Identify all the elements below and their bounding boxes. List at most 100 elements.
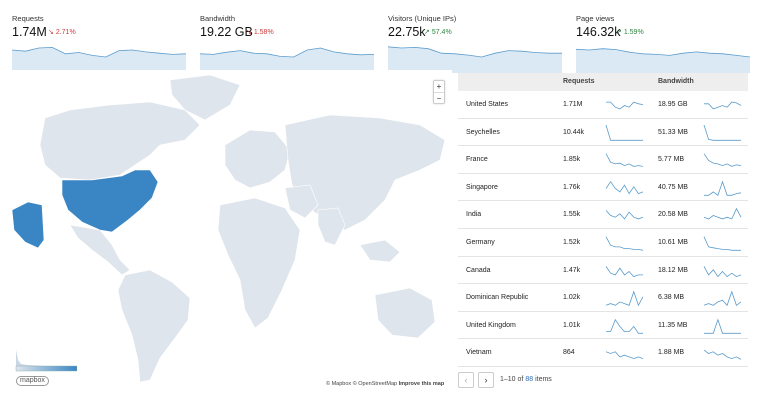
kpi-delta-value: 57.4%: [431, 29, 452, 36]
kpi-card[interactable]: Page views 146.32k ↗ 1.59%: [575, 14, 751, 73]
requests-sparkline: [605, 124, 643, 141]
kpi-sparkline-area: [12, 47, 186, 73]
cell-country: Vietnam: [466, 349, 492, 357]
bandwidth-sparkline: [703, 350, 742, 361]
country-greenland: [169, 74, 241, 121]
attribution-osm-link[interactable]: © OpenStreetMap: [352, 381, 398, 387]
bandwidth-sparkline-line: [703, 153, 742, 168]
country-united-states: [61, 169, 159, 233]
cell-bandwidth: 10.61 MB: [658, 238, 688, 246]
requests-sparkline: [605, 265, 643, 277]
table-row[interactable]: India 1.55k 20.58 MB: [458, 201, 748, 229]
table-row[interactable]: Canada 1.47k 18.12 MB: [458, 257, 748, 285]
country-australia: [374, 287, 436, 339]
country-table: Requests Bandwidth United States 1.71M 18.…: [458, 73, 748, 367]
kpi-value: 19.22 GB: [200, 25, 253, 39]
mapbox-logo[interactable]: mapbox: [16, 376, 49, 386]
requests-sparkline: [605, 180, 644, 195]
kpi-delta: ↗ 1.59%: [616, 28, 644, 36]
kpi-sparkline: [575, 48, 751, 73]
next-page-button[interactable]: ›: [478, 372, 494, 388]
table-row[interactable]: Dominican Republic 1.02k 6.38 MB: [458, 284, 748, 312]
zoom-separator: [434, 92, 444, 93]
cell-bandwidth: 18.95 GB: [658, 101, 688, 108]
header-bandwidth[interactable]: Bandwidth: [658, 78, 694, 85]
pagination-items: items: [535, 376, 552, 383]
table-header: Requests Bandwidth: [458, 73, 748, 91]
kpi-delta-value: 1.59%: [623, 29, 644, 36]
kpi-delta: ↘ 1.58%: [246, 28, 274, 36]
country-canada: [39, 101, 201, 181]
requests-sparkline-line: [605, 290, 644, 307]
kpi-value: 22.75k: [388, 25, 426, 39]
kpi-delta: ↘ 2.71%: [48, 28, 76, 36]
kpi-card[interactable]: Visitors (Unique IPs) 22.75k ↗ 57.4%: [387, 14, 562, 73]
table-row[interactable]: Seychelles 10.44k 51.33 MB: [458, 119, 748, 147]
kpi-sparkline-line: [11, 46, 187, 58]
kpi-sparkline-area: [200, 48, 374, 73]
table-row[interactable]: Germany 1.52k 10.61 MB: [458, 229, 748, 257]
bandwidth-sparkline-line: [703, 290, 742, 307]
continent-africa: [217, 197, 301, 329]
requests-sparkline: [605, 290, 644, 307]
cell-country: United Kingdom: [466, 321, 516, 329]
world-map[interactable]: + − mapbox © Mapbox © OpenStreetMap Impr…: [0, 70, 452, 392]
zoom-control: + −: [433, 80, 445, 104]
bandwidth-sparkline: [703, 265, 742, 277]
world-map-svg[interactable]: [0, 70, 452, 392]
country-mexico: [69, 224, 131, 276]
kpi-sparkline-line: [387, 46, 562, 58]
delta-arrow-icon: ↘: [48, 29, 54, 36]
requests-sparkline-line: [605, 124, 643, 141]
improve-map-link[interactable]: Improve this map: [398, 381, 445, 387]
attribution-mapbox-link[interactable]: © Mapbox: [326, 381, 352, 387]
delta-arrow-icon: ↗: [424, 29, 430, 36]
bandwidth-sparkline: [703, 124, 741, 141]
table-row[interactable]: Vietnam 864 1.88 MB: [458, 339, 748, 367]
cell-requests: 1.71M: [563, 101, 583, 108]
bandwidth-sparkline: [704, 318, 741, 334]
pagination: ‹ › 1–10 of 88 items: [458, 372, 748, 390]
cell-bandwidth: 51.33 MB: [658, 128, 688, 136]
table-row[interactable]: United Kingdom 1.01k 11.35 MB: [458, 312, 748, 340]
requests-sparkline: [606, 318, 643, 334]
cell-bandwidth: 18.12 MB: [658, 266, 688, 274]
cell-bandwidth: 6.38 MB: [658, 294, 685, 302]
pagination-range: 1–10 of: [500, 376, 524, 383]
zoom-out-button[interactable]: −: [436, 94, 442, 103]
cell-requests: 1.55k: [563, 211, 581, 219]
kpi-label: Requests: [12, 14, 44, 23]
bandwidth-sparkline: [703, 208, 742, 220]
kpi-delta-value: 2.71%: [55, 29, 76, 36]
table-row[interactable]: France 1.85k 5.77 MB: [458, 146, 748, 174]
cell-country: United States: [466, 101, 509, 108]
bandwidth-sparkline-line: [703, 236, 741, 251]
prev-page-button[interactable]: ‹: [458, 372, 474, 388]
cell-requests: 1.85k: [563, 156, 581, 164]
bandwidth-sparkline-line: [704, 101, 742, 110]
kpi-delta-value: 1.58%: [253, 29, 274, 36]
requests-sparkline-line: [606, 318, 643, 334]
table-row[interactable]: United States 1.71M 18.95 GB: [458, 91, 748, 119]
cell-bandwidth: 40.75 MB: [658, 183, 688, 191]
requests-sparkline-line: [605, 351, 644, 360]
requests-sparkline: [606, 101, 644, 110]
cell-country: Dominican Republic: [466, 294, 529, 302]
region-middle-east: [284, 184, 319, 219]
cell-country: Seychelles: [466, 128, 500, 136]
bandwidth-sparkline: [704, 101, 742, 110]
requests-sparkline: [605, 210, 644, 220]
pagination-total: 88: [525, 376, 534, 383]
requests-sparkline-line: [605, 236, 644, 251]
cell-country: Germany: [466, 238, 495, 246]
bandwidth-sparkline-line: [703, 350, 742, 361]
zoom-in-button[interactable]: +: [436, 82, 442, 91]
table-row[interactable]: Singapore 1.76k 40.75 MB: [458, 174, 748, 202]
table-body: United States 1.71M 18.95 GB Seychelles 10.4…: [458, 91, 748, 367]
kpi-card[interactable]: Requests 1.74M ↘ 2.71%: [11, 14, 187, 73]
requests-sparkline-line: [605, 180, 644, 195]
cell-country: India: [466, 211, 482, 219]
header-requests[interactable]: Requests: [563, 78, 595, 85]
cell-requests: 1.76k: [563, 183, 581, 191]
kpi-card[interactable]: Bandwidth 19.22 GB ↘ 1.58%: [199, 14, 375, 73]
